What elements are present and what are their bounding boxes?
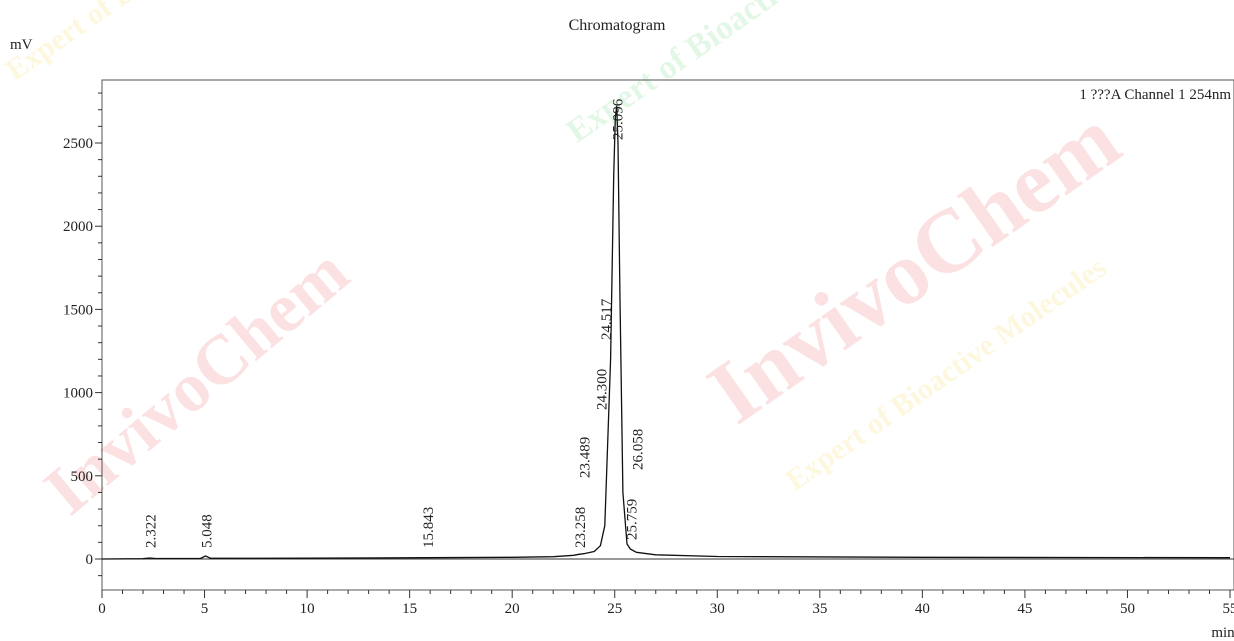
x-tick-label: 20 [505, 601, 520, 617]
x-tick-label: 0 [98, 601, 106, 617]
peak-label: 25.096 [611, 98, 627, 140]
chromatogram-trace [101, 105, 1231, 560]
x-tick-label: 10 [300, 601, 315, 617]
y-tick-label: 1000 [63, 386, 93, 402]
y-axis-unit-label: mV [10, 37, 33, 53]
peak-label: 5.048 [200, 514, 216, 548]
x-tick-label: 15 [402, 601, 417, 617]
x-tick-label: 55 [1223, 601, 1234, 617]
x-tick-label: 40 [915, 601, 930, 617]
plot-frame [101, 79, 1234, 591]
y-tick-label: 2500 [63, 136, 93, 152]
peak-label: 25.759 [624, 499, 640, 540]
peak-label: 23.258 [573, 507, 589, 548]
legend-label: 1 ???A Channel 1 254nm [1079, 87, 1231, 103]
y-tick-label: 0 [86, 552, 94, 568]
x-tick-label: 50 [1120, 601, 1135, 617]
chart-title: Chromatogram [569, 17, 666, 34]
peak-label: 2.322 [144, 514, 160, 548]
x-axis-unit-label: min [1211, 625, 1234, 641]
x-tick-label: 25 [607, 601, 622, 617]
y-tick-label: 500 [71, 469, 94, 485]
x-tick-label: 35 [812, 601, 827, 617]
peak-label: 23.489 [578, 437, 594, 478]
peak-label: 15.843 [421, 507, 437, 548]
y-tick-label: 1500 [63, 302, 93, 318]
x-tick-label: 5 [201, 601, 209, 617]
peak-label: 26.058 [630, 429, 646, 470]
x-tick-label: 30 [710, 601, 725, 617]
x-tick-label: 45 [1017, 601, 1032, 617]
y-tick-label: 2000 [63, 219, 93, 235]
peak-label: 24.517 [599, 298, 615, 340]
peak-label: 24.300 [594, 369, 610, 410]
